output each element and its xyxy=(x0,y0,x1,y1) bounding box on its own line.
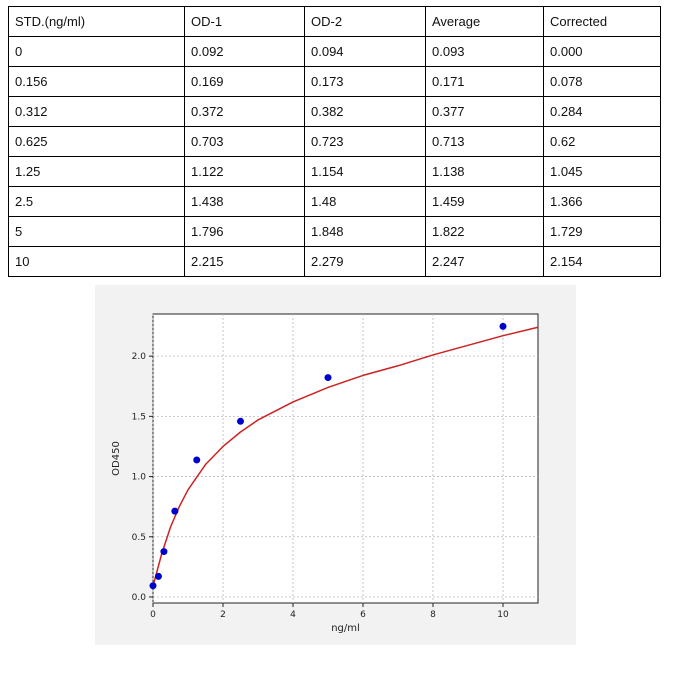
table-cell: 0.372 xyxy=(184,96,305,127)
table-cell: 1.122 xyxy=(184,156,305,187)
table-row: 0.156 0.169 0.173 0.171 0.078 xyxy=(8,66,661,97)
table-cell: 0.078 xyxy=(543,66,661,97)
table-cell: 0.723 xyxy=(304,126,426,157)
x-tick-label: 6 xyxy=(360,610,366,620)
y-axis-label: OD450 xyxy=(111,441,122,476)
table-cell: 1.796 xyxy=(184,216,305,247)
table-cell: 0.169 xyxy=(184,66,305,97)
data-point xyxy=(324,374,332,382)
table-cell: 1.822 xyxy=(425,216,544,247)
table-body: STD.(ng/ml) OD-1 OD-2 Average Corrected … xyxy=(8,6,661,277)
table-cell: 2.5 xyxy=(8,186,185,217)
table-row: 5 1.796 1.848 1.822 1.729 xyxy=(8,216,661,247)
table-cell: 1.848 xyxy=(304,216,426,247)
std-curve-table: STD.(ng/ml) OD-1 OD-2 Average Corrected … xyxy=(8,6,661,277)
y-tick-label: 1.0 xyxy=(132,473,147,483)
table-row: 1.25 1.122 1.154 1.138 1.045 xyxy=(8,156,661,187)
header-average: Average xyxy=(425,6,544,37)
table-cell: 0.377 xyxy=(425,96,544,127)
table-cell: 0.312 xyxy=(8,96,185,127)
data-point xyxy=(499,322,507,330)
data-point xyxy=(237,417,244,425)
table-cell: 1.459 xyxy=(425,186,544,217)
header-std: STD.(ng/ml) xyxy=(8,6,185,37)
table-row: 0.312 0.372 0.382 0.377 0.284 xyxy=(8,96,661,127)
table-cell: 10 xyxy=(8,246,185,277)
table-cell: 0.092 xyxy=(184,36,305,67)
table-row: 10 2.215 2.279 2.247 2.154 xyxy=(8,246,661,277)
x-tick-label: 0 xyxy=(150,610,156,620)
table-header-row: STD.(ng/ml) OD-1 OD-2 Average Corrected xyxy=(8,6,661,37)
table-cell: 1.25 xyxy=(8,156,185,187)
x-tick-label: 4 xyxy=(290,610,296,620)
table-cell: 0.093 xyxy=(425,36,544,67)
y-tick-label: 2.0 xyxy=(132,352,147,362)
table-cell: 0.284 xyxy=(543,96,661,127)
data-point xyxy=(171,507,179,515)
table-cell: 2.247 xyxy=(425,246,544,277)
header-od2: OD-2 xyxy=(304,6,426,37)
table-cell: 1.154 xyxy=(304,156,426,187)
table-cell: 0.62 xyxy=(543,126,661,157)
data-point xyxy=(149,582,157,590)
plot-area xyxy=(152,313,539,604)
table-row: 2.5 1.438 1.48 1.459 1.366 xyxy=(8,186,661,217)
table-cell: 1.48 xyxy=(304,186,426,217)
table-cell: 0.094 xyxy=(304,36,426,67)
y-tick-label: 0.5 xyxy=(132,533,146,543)
header-corrected: Corrected xyxy=(543,6,661,37)
table-cell: 1.438 xyxy=(184,186,305,217)
table-cell: 2.154 xyxy=(543,246,661,277)
table-cell: 0.713 xyxy=(425,126,544,157)
table-cell: 1.366 xyxy=(543,186,661,217)
data-point xyxy=(193,456,201,464)
table-cell: 0.156 xyxy=(8,66,185,97)
x-axis-label: ng/ml xyxy=(331,623,360,634)
axis-ticks: 0 2 4 6 8 10 0.0 0.5 1.0 1.5 2.0 xyxy=(132,352,509,620)
table-row: 0 0.092 0.094 0.093 0.000 xyxy=(8,36,661,67)
table-cell: 1.138 xyxy=(425,156,544,187)
data-point xyxy=(160,548,168,556)
y-tick-label: 1.5 xyxy=(132,412,146,422)
header-od1: OD-1 xyxy=(184,6,305,37)
table-cell: 0.173 xyxy=(304,66,426,97)
table-cell: 2.215 xyxy=(184,246,305,277)
table-cell: 1.045 xyxy=(543,156,661,187)
grid-overlay xyxy=(152,314,538,603)
table-cell: 2.279 xyxy=(304,246,426,277)
y-tick-label: 0.0 xyxy=(132,593,147,603)
table-cell: 5 xyxy=(8,216,185,247)
table-cell: 0 xyxy=(8,36,185,67)
data-points xyxy=(149,322,507,590)
table-cell: 0.703 xyxy=(184,126,305,157)
table-cell: 1.729 xyxy=(543,216,661,247)
x-tick-label: 2 xyxy=(220,610,226,620)
table-cell: 0.625 xyxy=(8,126,185,157)
table-cell: 0.382 xyxy=(304,96,426,127)
data-point xyxy=(154,572,162,580)
chart-svg: 0 2 4 6 8 10 0.0 0.5 1.0 1.5 2.0 ng/ml OD450 xyxy=(111,313,539,634)
standard-curve-chart: 0 2 4 6 8 10 0.0 0.5 1.0 1.5 2.0 ng/ml OD450 xyxy=(95,285,576,645)
table-row: 0.625 0.703 0.723 0.713 0.62 xyxy=(8,126,661,157)
x-tick-label: 10 xyxy=(497,610,509,620)
x-tick-label: 8 xyxy=(430,610,436,620)
table-cell: 0.000 xyxy=(543,36,661,67)
table-cell: 0.171 xyxy=(425,66,544,97)
